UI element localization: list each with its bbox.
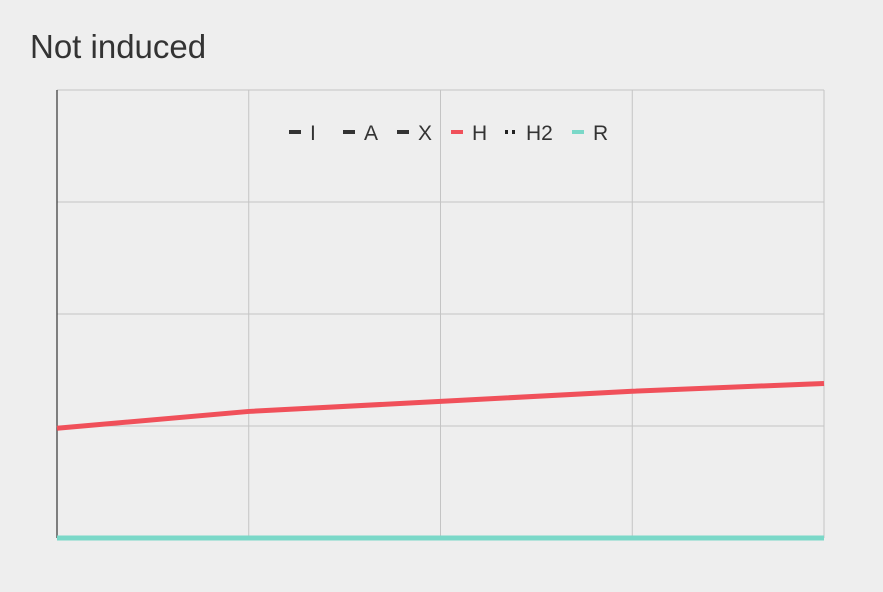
legend-label-x: X bbox=[418, 122, 432, 145]
legend-label-a: A bbox=[364, 122, 378, 145]
legend-label-h2: H2 bbox=[526, 122, 553, 145]
series-layer bbox=[56, 380, 825, 541]
grid-lines bbox=[56, 89, 825, 539]
legend-label-r: R bbox=[593, 122, 608, 145]
series-line-h bbox=[56, 380, 825, 431]
legend-label-i: I bbox=[310, 122, 316, 145]
legend: I A X H H2 R bbox=[289, 122, 608, 145]
chart-title: Not induced bbox=[30, 28, 207, 65]
legend-label-h: H bbox=[472, 122, 487, 145]
